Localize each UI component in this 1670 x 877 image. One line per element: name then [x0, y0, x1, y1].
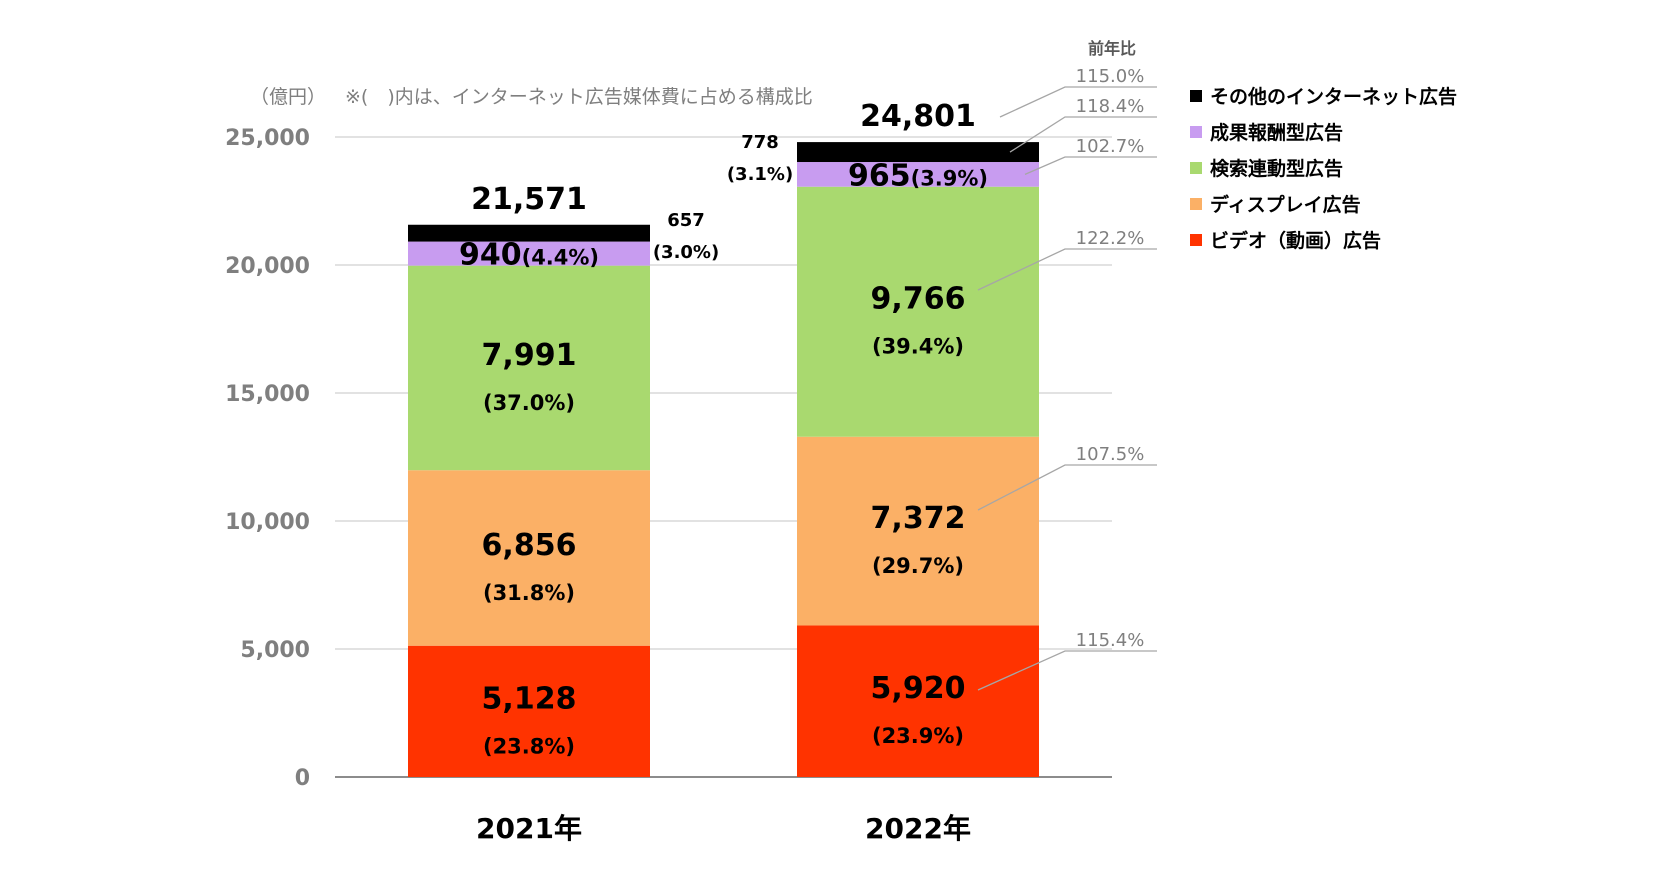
- value-label: 9,766: [871, 282, 966, 317]
- legend-label: 成果報酬型広告: [1210, 121, 1343, 144]
- share-label: (3.0%): [653, 242, 719, 263]
- yoy-label: 107.5%: [1076, 444, 1145, 465]
- share-label: (37.0%): [483, 391, 575, 415]
- yoy-label: 118.4%: [1076, 96, 1145, 117]
- yoy-label: 115.4%: [1076, 630, 1145, 651]
- legend-label: ディスプレイ広告: [1210, 193, 1361, 216]
- legend-swatch: [1190, 198, 1202, 210]
- y-tick-label: 0: [295, 766, 310, 791]
- yoy-leader-line: [999, 86, 1157, 118]
- yoy-label: 122.2%: [1076, 228, 1145, 249]
- total-label: 24,801: [860, 99, 976, 134]
- value-label-number: 965: [848, 158, 911, 193]
- y-tick-label: 20,000: [225, 254, 310, 279]
- bar-segment: [797, 142, 1039, 163]
- bar-segment: [408, 645, 650, 777]
- y-tick-label: 5,000: [240, 638, 310, 663]
- share-label: (31.8%): [483, 581, 575, 605]
- bar-segment: [797, 436, 1039, 626]
- value-label: 5,920: [871, 671, 966, 706]
- composition-note: ※( )内は、インターネット広告媒体費に占める構成比: [345, 86, 813, 108]
- yoy-annotations: 115.0% 118.4% 102.7% 122.2% 107.5% 115.4%: [977, 66, 1157, 691]
- x-category-label: 2022年: [865, 812, 971, 845]
- x-category-label: 2021年: [476, 812, 582, 845]
- legend-label: 検索連動型広告: [1210, 157, 1343, 180]
- legend-label: ビデオ（動画）広告: [1210, 229, 1381, 252]
- value-label: 657: [667, 210, 705, 231]
- unit-label: （億円）: [250, 86, 326, 108]
- value-label: 778: [741, 132, 779, 153]
- share-label: (3.9%): [911, 166, 988, 190]
- bar-segment: [408, 265, 650, 471]
- y-tick-label: 15,000: [225, 382, 310, 407]
- bar-segment: [797, 186, 1039, 437]
- y-tick-label: 10,000: [225, 510, 310, 535]
- value-label: 940(4.4%): [459, 238, 599, 273]
- yoy-header: 前年比: [1088, 39, 1136, 58]
- share-label: (29.7%): [872, 554, 964, 578]
- yoy-label: 102.7%: [1076, 136, 1145, 157]
- value-label: 7,991: [482, 338, 577, 373]
- share-label: (23.8%): [483, 734, 575, 758]
- share-label: (23.9%): [872, 724, 964, 748]
- value-label: 7,372: [871, 501, 966, 536]
- value-label-number: 940: [459, 238, 522, 273]
- bar-segment: [408, 470, 650, 646]
- legend-swatch: [1190, 234, 1202, 246]
- share-label: (39.4%): [872, 335, 964, 359]
- value-label: 5,128: [482, 681, 577, 716]
- yoy-label: 115.0%: [1076, 66, 1145, 87]
- legend: その他のインターネット広告成果報酬型広告検索連動型広告ディスプレイ広告ビデオ（動…: [1190, 85, 1457, 252]
- legend-swatch: [1190, 162, 1202, 174]
- yoy-leader-line: [1009, 116, 1157, 153]
- bar-segment: [797, 162, 1039, 187]
- yoy-leader-line: [977, 248, 1157, 291]
- data-labels: 5,128 (23.8%) 5,920 (23.9%) 6,856 (31.8%) 7,37…: [459, 99, 988, 758]
- y-tick-label: 25,000: [225, 126, 310, 151]
- legend-swatch: [1190, 126, 1202, 138]
- value-label: 965(3.9%): [848, 158, 988, 193]
- y-axis: 0 5,000 10,000 15,000 20,000 25,000 2021年 2022年: [225, 126, 971, 845]
- value-label: 6,856: [482, 528, 577, 563]
- total-label: 21,571: [471, 182, 587, 217]
- legend-label: その他のインターネット広告: [1210, 85, 1457, 108]
- legend-swatch: [1190, 90, 1202, 102]
- bar-segment: [408, 241, 650, 266]
- bar-segment: [408, 224, 650, 242]
- bars: [408, 142, 1039, 777]
- yoy-leader-line: [977, 650, 1157, 691]
- share-label: (3.1%): [727, 164, 793, 185]
- yoy-leader-line: [1024, 156, 1157, 175]
- bar-segment: [797, 625, 1039, 777]
- yoy-leader-line: [977, 464, 1157, 511]
- share-label: (4.4%): [522, 246, 599, 270]
